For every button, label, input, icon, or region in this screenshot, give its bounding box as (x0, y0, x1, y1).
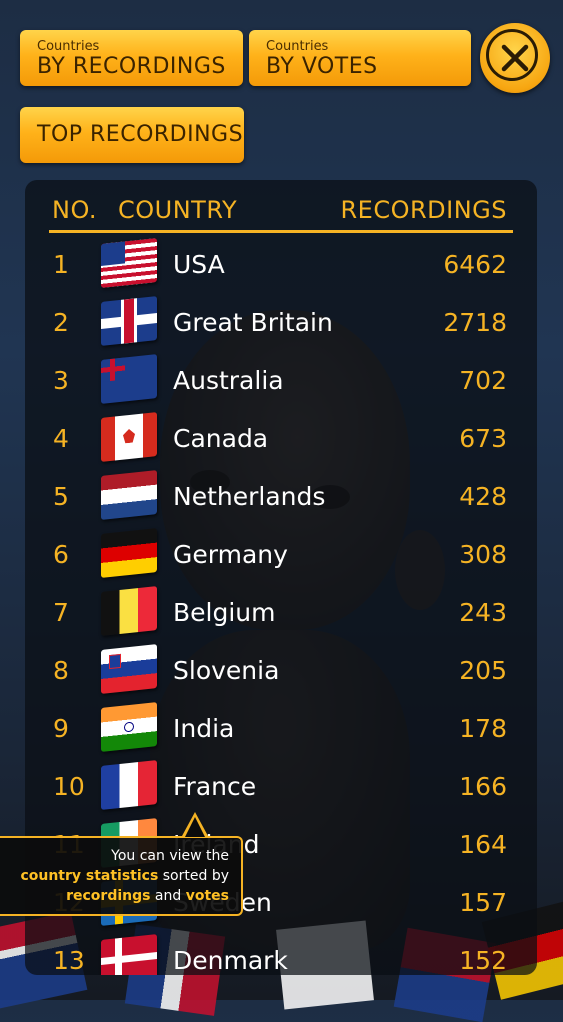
country-name: Netherlands (173, 482, 326, 511)
rank-number: 13 (53, 946, 85, 975)
rank-number: 6 (53, 540, 69, 569)
country-name: India (173, 714, 235, 743)
country-name: Australia (173, 366, 284, 395)
flag-de-icon (101, 528, 157, 578)
flag-nl-icon (101, 470, 157, 520)
recordings-count: 2718 (443, 308, 507, 337)
rank-number: 9 (53, 714, 69, 743)
rank-number: 8 (53, 656, 69, 685)
country-name: USA (173, 250, 225, 279)
table-row[interactable]: 13 Denmark 152 (25, 932, 537, 975)
recordings-count: 702 (459, 366, 507, 395)
recordings-count: 428 (459, 482, 507, 511)
table-row[interactable]: 7 Belgium 243 (25, 584, 537, 642)
recordings-count: 6462 (443, 250, 507, 279)
top-recordings-button[interactable]: TOP RECORDINGS (20, 107, 244, 163)
flag-fr-icon (101, 760, 157, 810)
tooltip-line-1: You can view the (111, 848, 229, 864)
flag-dk-icon (101, 934, 157, 975)
recordings-count: 243 (459, 598, 507, 627)
table-row[interactable]: 8 Slovenia 205 (25, 642, 537, 700)
table-row[interactable]: 6 Germany 308 (25, 526, 537, 584)
flag-au-icon (101, 354, 157, 404)
header-no: NO. (52, 196, 97, 224)
header-recordings: RECORDINGS (340, 196, 507, 224)
tooltip-line-3: recordings and votes (66, 888, 229, 904)
rank-number: 5 (53, 482, 69, 511)
button-sub-label: Countries (266, 39, 329, 54)
table-row[interactable]: 2 Great Britain 2718 (25, 294, 537, 352)
flag-gb-icon (101, 296, 157, 346)
recordings-count: 673 (459, 424, 507, 453)
tutorial-tooltip: You can view the country statistics sort… (0, 836, 243, 916)
countries-by-votes-button[interactable]: Countries BY VOTES (249, 30, 471, 86)
table-row[interactable]: 5 Netherlands 428 (25, 468, 537, 526)
button-sub-label: Countries (37, 39, 100, 54)
rank-number: 7 (53, 598, 69, 627)
button-main-label: BY RECORDINGS (37, 54, 226, 79)
header-country: COUNTRY (118, 196, 238, 224)
header-divider (49, 230, 513, 233)
flag-be-icon (101, 586, 157, 636)
button-main-label: TOP RECORDINGS (37, 122, 244, 147)
rank-number: 2 (53, 308, 69, 337)
recordings-count: 164 (459, 830, 507, 859)
recordings-count: 308 (459, 540, 507, 569)
close-button[interactable] (480, 23, 550, 93)
flag-usa-icon (101, 238, 157, 288)
country-name: Canada (173, 424, 269, 453)
recordings-count: 205 (459, 656, 507, 685)
country-name: Germany (173, 540, 288, 569)
flag-ca-icon (101, 412, 157, 462)
country-name: Belgium (173, 598, 276, 627)
country-name: Denmark (173, 946, 288, 975)
tooltip-line-2: country statistics sorted by (20, 868, 229, 884)
flag-si-icon (101, 644, 157, 694)
table-row[interactable]: 1 USA 6462 (25, 236, 537, 294)
tooltip-pointer-inner (185, 817, 205, 837)
table-row[interactable]: 3 Australia 702 (25, 352, 537, 410)
country-name: Slovenia (173, 656, 280, 685)
recordings-count: 178 (459, 714, 507, 743)
table-row[interactable]: 9 India 178 (25, 700, 537, 758)
rank-number: 4 (53, 424, 69, 453)
countries-by-recordings-button[interactable]: Countries BY RECORDINGS (20, 30, 243, 86)
recordings-count: 152 (459, 946, 507, 975)
rank-number: 3 (53, 366, 69, 395)
close-icon (501, 44, 529, 72)
rank-number: 1 (53, 250, 69, 279)
country-name: France (173, 772, 257, 801)
table-row[interactable]: 10 France 166 (25, 758, 537, 816)
button-main-label: BY VOTES (266, 54, 378, 79)
recordings-count: 157 (459, 888, 507, 917)
country-name: Great Britain (173, 308, 333, 337)
flag-in-icon (101, 702, 157, 752)
recordings-count: 166 (459, 772, 507, 801)
rank-number: 10 (53, 772, 85, 801)
table-row[interactable]: 4 Canada 673 (25, 410, 537, 468)
